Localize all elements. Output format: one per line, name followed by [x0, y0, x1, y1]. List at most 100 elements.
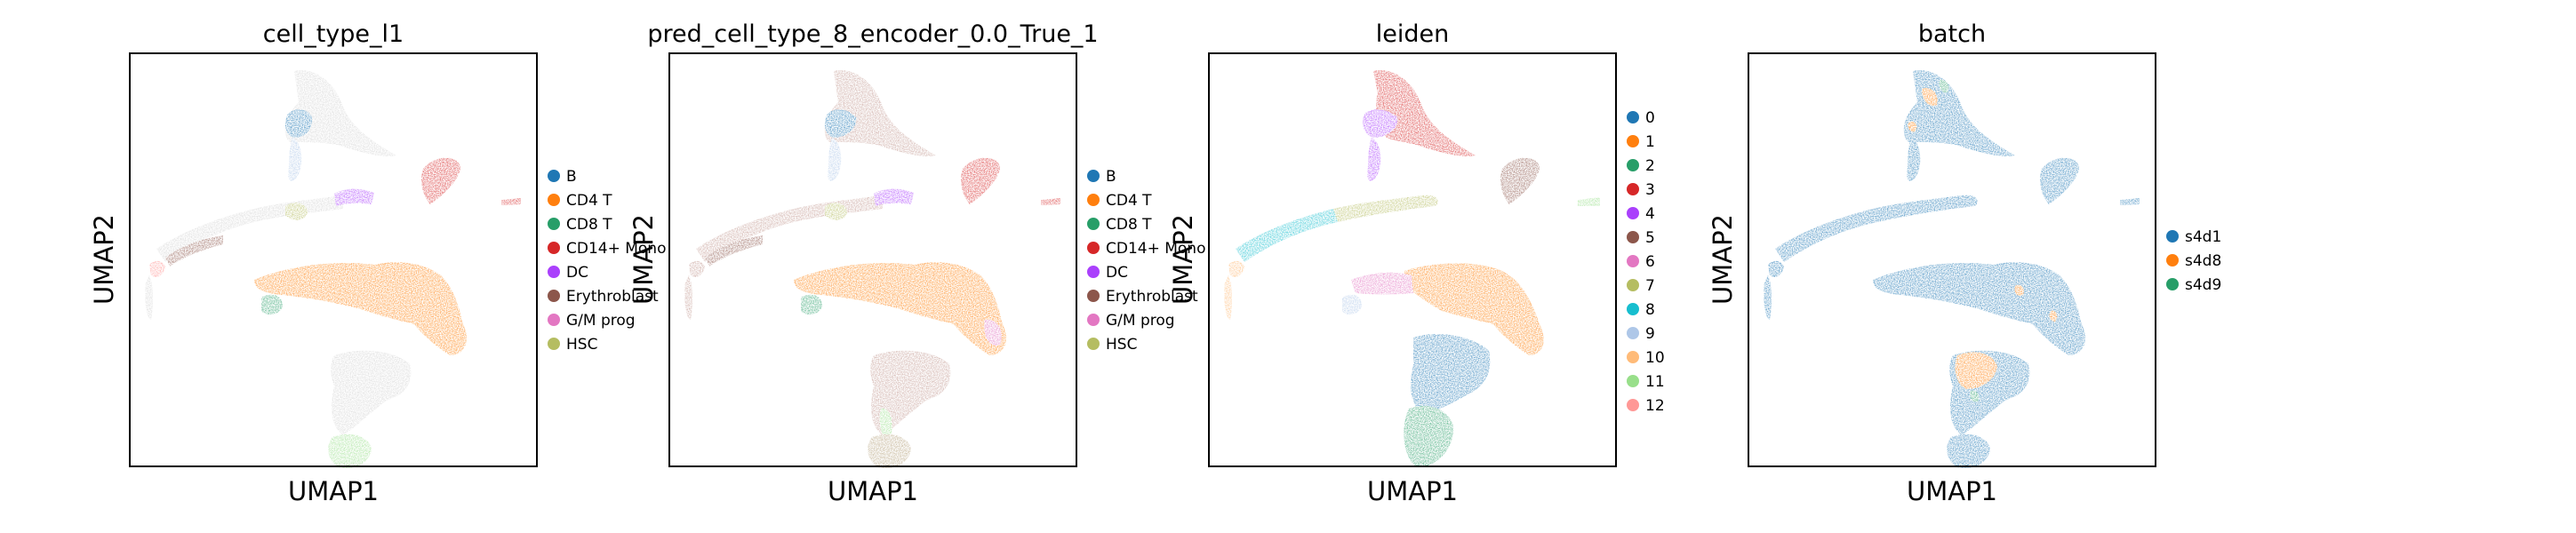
- legend-label: s4d8: [2185, 252, 2221, 270]
- legend-label: Erythroblast: [1106, 288, 1198, 306]
- legend-label: s4d9: [2185, 276, 2221, 294]
- legend-marker: [1627, 111, 1639, 123]
- legend-marker: [1087, 194, 1100, 206]
- cluster-cd4-body: [254, 262, 468, 355]
- cluster-gm-edge: [984, 319, 1002, 346]
- batch-s4d9-lower: [1970, 390, 1980, 402]
- cluster-5-mono: [1500, 157, 1540, 204]
- batch-s4d1-traj: [1764, 195, 1978, 320]
- cluster-dc-arm: [334, 188, 374, 206]
- x-axis-label: UMAP1: [1907, 476, 1997, 506]
- cluster-b-cap: [824, 109, 857, 138]
- legend-label: 0: [1645, 109, 1655, 127]
- y-axis-label: UMAP2: [628, 214, 659, 305]
- cluster-hsc-top: [824, 70, 936, 156]
- cluster-7-arm: [1333, 195, 1438, 222]
- cluster-mono-dot: [1041, 198, 1060, 205]
- cluster-10-tip: [1224, 260, 1244, 320]
- y-axis-label: UMAP2: [1708, 214, 1738, 305]
- axes-frame: [1748, 52, 2156, 467]
- legend: s4d1 s4d8 s4d9: [2166, 228, 2221, 294]
- legend-label: 9: [1645, 325, 1655, 343]
- legend-label: 2: [1645, 157, 1655, 175]
- legend-marker: [1627, 279, 1639, 291]
- cluster-hsc-arm: [825, 203, 847, 220]
- cluster-4-cap: [1363, 109, 1398, 138]
- legend-label: 1: [1645, 133, 1655, 151]
- axes-frame: [1208, 52, 1617, 467]
- cluster-gm-tip: [149, 260, 165, 277]
- cluster-tip-grey: [145, 275, 153, 320]
- legend-marker: [2166, 254, 2179, 266]
- cluster-11-dot: [1578, 197, 1600, 206]
- legend-marker: [548, 290, 560, 302]
- cluster-2-blob: [1404, 405, 1454, 467]
- y-axis-label: UMAP2: [89, 214, 119, 305]
- scatter-points: [1224, 70, 1600, 467]
- cluster-1-body: [1404, 263, 1544, 355]
- legend-label: DC: [1106, 264, 1128, 282]
- legend-marker: [548, 266, 560, 278]
- scatter-points: [1764, 70, 2140, 469]
- legend-marker: [1627, 159, 1639, 171]
- cluster-cd8-stem: [879, 408, 892, 435]
- cluster-erythro-arm: [705, 235, 763, 266]
- cluster-b-tail: [288, 138, 302, 181]
- cluster-9-blob: [1342, 294, 1362, 315]
- cluster-cd8-blob: [328, 434, 372, 469]
- legend-marker: [1627, 135, 1639, 147]
- legend-label: B: [1106, 168, 1116, 186]
- legend-label: 11: [1645, 373, 1665, 391]
- legend-label: CD14+ Mono: [566, 240, 666, 258]
- legend-label: CD4 T: [1106, 192, 1152, 210]
- legend-label: 4: [1645, 205, 1655, 223]
- legend-marker: [1627, 327, 1639, 339]
- legend-marker: [1627, 231, 1639, 243]
- cluster-cd8-left: [801, 294, 822, 315]
- legend-label: 7: [1645, 277, 1655, 295]
- legend-label: DC: [566, 264, 588, 282]
- cluster-mono: [420, 157, 460, 204]
- x-axis-label: UMAP1: [828, 476, 918, 506]
- x-axis-label: UMAP1: [288, 476, 379, 506]
- batch-s4d1-top: [1903, 70, 2015, 156]
- panel-pred-cell-type: pred_cell_type_8_encoder_0.0_True_1 UMAP…: [628, 20, 1205, 506]
- legend-marker: [2166, 230, 2179, 243]
- legend-marker: [1087, 218, 1100, 230]
- legend-marker: [1087, 314, 1100, 326]
- scatter-points: [145, 70, 521, 469]
- legend-marker: [548, 170, 560, 182]
- legend-label: CD8 T: [566, 216, 612, 234]
- cluster-cd4-lower: [331, 350, 412, 435]
- legend-marker: [1627, 255, 1639, 267]
- legend-label: 10: [1645, 349, 1665, 367]
- batch-s4d9-top: [1939, 79, 1949, 93]
- legend-label: 8: [1645, 301, 1655, 319]
- cluster-b-cap: [284, 109, 313, 138]
- legend-label: CD4 T: [566, 192, 612, 210]
- panel-title: leiden: [1376, 20, 1449, 48]
- legend-marker: [1087, 242, 1100, 254]
- cluster-tip: [684, 260, 705, 320]
- legend-marker: [1627, 375, 1639, 387]
- legend-label: HSC: [566, 336, 597, 354]
- batch-s4d8-body: [2014, 284, 2058, 322]
- batch-s4d8-top: [1908, 88, 1938, 132]
- legend-marker: [1627, 183, 1639, 195]
- batch-s4d1-body: [1873, 262, 2086, 355]
- cluster-8-arm: [1236, 209, 1338, 262]
- panel-title: batch: [1918, 20, 1986, 48]
- cluster-hsc-arm: [285, 203, 308, 220]
- legend-marker: [548, 194, 560, 206]
- cluster-3-top: [1373, 70, 1476, 156]
- legend-marker: [1627, 399, 1639, 411]
- legend-label: 6: [1645, 253, 1655, 271]
- legend-marker: [2166, 278, 2179, 290]
- legend: B CD4 T CD8 T CD14+ Mono DC Erythroblast G/M p…: [548, 168, 666, 354]
- legend-marker: [1087, 290, 1100, 302]
- legend: B CD4 T CD8 T CD14+ Mono DC Erythroblast G/M p…: [1087, 168, 1205, 354]
- legend-label: Erythroblast: [566, 288, 659, 306]
- legend-marker: [1087, 266, 1100, 278]
